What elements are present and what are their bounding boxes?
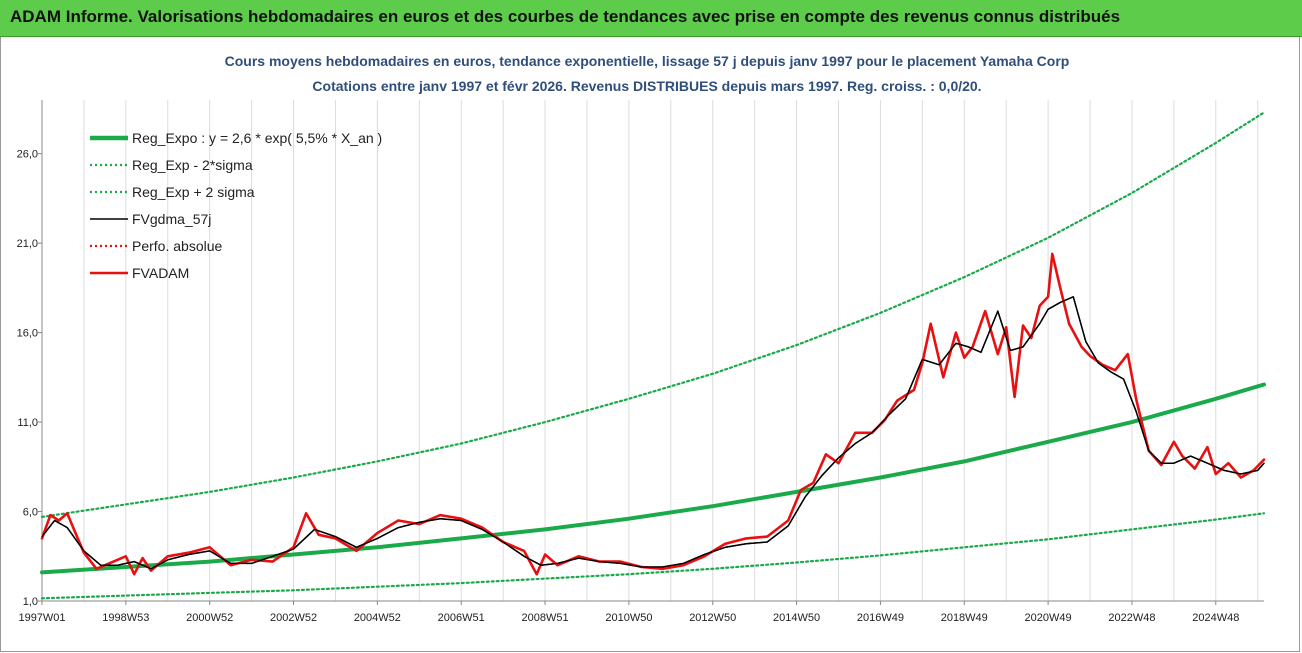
legend-label: Reg_Exp - 2*sigma bbox=[132, 157, 253, 173]
x-tick-label: 2000W52 bbox=[186, 612, 233, 624]
series-lines bbox=[40, 111, 1266, 600]
series-line-reg_expo bbox=[40, 382, 1266, 575]
x-tick-label: 2006W51 bbox=[438, 612, 485, 624]
legend-label: Perfo. absolue bbox=[132, 238, 222, 254]
chart-frame bbox=[0, 37, 1300, 652]
axes: 1,0 6,0 11,0 16,0 21,0 26,0 1997W01 1998W53 2000… bbox=[17, 100, 1264, 624]
chart-title: Cours moyens hebdomadaires en euros, ten… bbox=[225, 53, 1070, 69]
x-tick-label: 2016W49 bbox=[857, 612, 904, 624]
y-tick-label: 11,0 bbox=[17, 417, 38, 429]
y-tick-label: 6,0 bbox=[23, 507, 38, 519]
y-tick-label: 21,0 bbox=[17, 238, 38, 250]
x-tick-label: 2020W49 bbox=[1025, 612, 1072, 624]
chart-subtitle: Cotations entre janv 1997 et févr 2026. … bbox=[312, 78, 981, 94]
series-line-fvgdma-overlay bbox=[41, 296, 1265, 570]
legend-label: Reg_Expo : y = 2,6 * exp( 5,5% * X_an ) bbox=[132, 130, 382, 146]
x-tick-label: 2002W52 bbox=[270, 612, 317, 624]
x-tick-label: 2022W48 bbox=[1108, 612, 1155, 624]
series-line-reg_exp bbox=[40, 512, 1266, 600]
gridlines bbox=[41, 100, 1259, 601]
y-tick-label: 26,0 bbox=[17, 149, 38, 161]
y-tick-label: 1,0 bbox=[23, 596, 38, 608]
x-tick-label: 2008W51 bbox=[522, 612, 569, 624]
legend: Reg_Expo : y = 2,6 * exp( 5,5% * X_an ) R… bbox=[90, 130, 382, 281]
legend-label: FVADAM bbox=[132, 265, 189, 281]
series-line-reg_exp bbox=[40, 111, 1266, 519]
x-tick-label: 2012W50 bbox=[689, 612, 736, 624]
x-tick-label: 2018W49 bbox=[941, 612, 988, 624]
x-tick-label: 2004W52 bbox=[354, 612, 401, 624]
legend-label: FVgdma_57j bbox=[132, 211, 211, 227]
y-tick-label: 16,0 bbox=[17, 328, 38, 340]
x-tick-label: 2014W50 bbox=[773, 612, 820, 624]
report-banner: ADAM Informe. Valorisations hebdomadaire… bbox=[0, 0, 1302, 37]
x-tick-label: 2024W48 bbox=[1192, 612, 1239, 624]
x-tick-label: 1997W01 bbox=[18, 612, 65, 624]
legend-label: Reg_Exp + 2 sigma bbox=[132, 184, 255, 200]
x-tick-label: 2010W50 bbox=[605, 612, 652, 624]
x-tick-label: 1998W53 bbox=[102, 612, 149, 624]
report-title: ADAM Informe. Valorisations hebdomadaire… bbox=[10, 7, 1121, 26]
series-line-fvadam bbox=[40, 252, 1266, 576]
